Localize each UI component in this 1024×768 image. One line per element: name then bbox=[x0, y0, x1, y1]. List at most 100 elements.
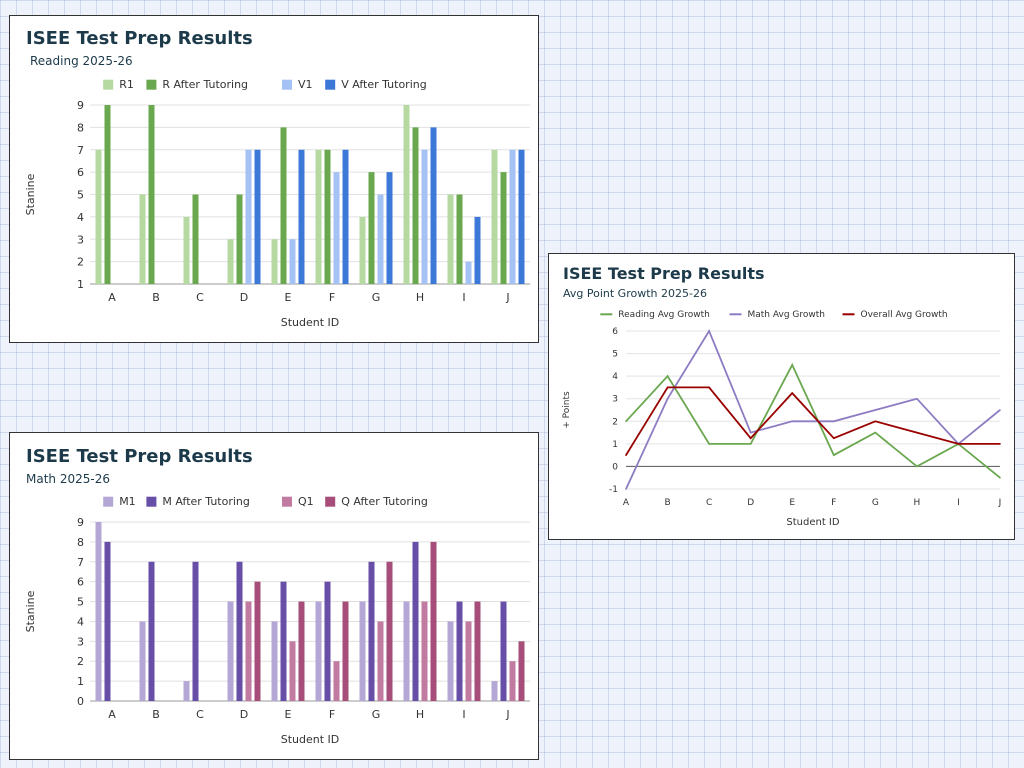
y-tick-label: 9 bbox=[77, 99, 84, 112]
data-point-1-7 bbox=[916, 397, 918, 400]
x-tick-label: B bbox=[152, 708, 160, 721]
y-tick-label: 6 bbox=[77, 576, 84, 589]
data-point-2-1 bbox=[666, 386, 669, 389]
bar-j-series-2 bbox=[509, 149, 516, 284]
data-point-2-4 bbox=[791, 392, 794, 394]
legend-label-0: M1 bbox=[119, 495, 136, 508]
bar-c-series-1 bbox=[192, 561, 199, 701]
series-line-2 bbox=[625, 386, 1000, 456]
data-point-2-5 bbox=[832, 437, 835, 440]
bar-i-series-0 bbox=[447, 194, 454, 284]
legend-swatch-3 bbox=[325, 496, 336, 507]
legend-label-3: V After Tutoring bbox=[341, 78, 427, 91]
x-tick-label: G bbox=[372, 708, 381, 721]
legend-label-2: V1 bbox=[298, 78, 313, 91]
x-tick-label: D bbox=[747, 498, 754, 508]
x-tick-label: D bbox=[240, 291, 248, 304]
legend-swatch-2 bbox=[282, 79, 292, 90]
bar-g-series-0 bbox=[359, 216, 366, 284]
bar-c-series-1 bbox=[192, 194, 199, 284]
bar-d-series-2 bbox=[245, 149, 252, 284]
bar-j-series-0 bbox=[491, 149, 498, 284]
math-chart: 0 1 2 3 4 5 6 7 8 9 A B C D E F G H I J Student ID Stanine M1 M… bbox=[24, 495, 530, 746]
bar-e-series-3 bbox=[298, 601, 305, 701]
reading-chart-card: ISEE Test Prep Results Reading 2025-26 1… bbox=[9, 15, 539, 343]
data-point-0-2 bbox=[708, 443, 710, 445]
y-tick-label: 3 bbox=[77, 635, 84, 648]
series-line-0 bbox=[625, 362, 1001, 479]
y-tick-label: 1 bbox=[77, 675, 84, 688]
bar-d-series-0 bbox=[227, 239, 234, 284]
x-tick-label: J bbox=[998, 498, 1002, 508]
x-tick-label: A bbox=[623, 498, 630, 508]
x-tick-label: B bbox=[152, 291, 160, 304]
reading-chart-subtitle: Reading 2025-26 bbox=[30, 54, 133, 68]
x-tick-label: F bbox=[831, 498, 836, 508]
x-tick-label: I bbox=[462, 708, 465, 721]
bar-h-series-1 bbox=[412, 127, 419, 284]
bar-j-series-1 bbox=[500, 172, 507, 284]
bar-e-series-3 bbox=[298, 149, 305, 284]
legend-swatch-3 bbox=[325, 79, 336, 90]
x-tick-label: D bbox=[240, 708, 248, 721]
bar-b-series-1 bbox=[148, 105, 155, 284]
bar-d-series-1 bbox=[236, 194, 243, 284]
data-point-2-2 bbox=[708, 386, 710, 389]
bar-i-series-1 bbox=[456, 194, 463, 284]
bar-d-series-2 bbox=[245, 601, 252, 701]
y-tick-label: 7 bbox=[77, 556, 84, 569]
y-tick-label: 2 bbox=[77, 655, 84, 668]
bar-j-series-3 bbox=[518, 641, 525, 701]
x-axis-title: Student ID bbox=[281, 733, 340, 746]
bar-i-series-3 bbox=[474, 601, 481, 701]
bar-h-series-1 bbox=[412, 541, 419, 701]
data-point-2-0 bbox=[625, 454, 627, 456]
data-point-0-4 bbox=[791, 364, 794, 366]
bar-h-series-0 bbox=[403, 601, 410, 701]
x-tick-label: I bbox=[957, 498, 960, 508]
bar-f-series-3 bbox=[342, 149, 349, 284]
bar-h-series-3 bbox=[430, 541, 437, 701]
x-tick-label: G bbox=[872, 498, 879, 508]
legend-label-1: Math Avg Growth bbox=[748, 310, 825, 320]
bar-g-series-1 bbox=[368, 561, 375, 701]
x-axis-title: Student ID bbox=[786, 517, 839, 528]
data-point-1-5 bbox=[832, 420, 835, 423]
y-tick-label: 6 bbox=[612, 327, 618, 337]
math-chart-card: ISEE Test Prep Results Math 2025-26 0 1 2 3… bbox=[9, 432, 539, 760]
data-point-0-0 bbox=[625, 420, 627, 423]
bar-d-series-3 bbox=[254, 149, 261, 284]
y-tick-label: 2 bbox=[77, 256, 84, 269]
data-point-0-5 bbox=[832, 454, 835, 456]
legend-swatch-0 bbox=[103, 496, 114, 507]
legend-label-2: Q1 bbox=[298, 495, 314, 508]
y-tick-label: 2 bbox=[612, 417, 618, 427]
bar-i-series-3 bbox=[474, 216, 481, 284]
y-tick-label: 0 bbox=[77, 695, 84, 708]
bar-d-series-1 bbox=[236, 561, 243, 701]
x-axis-title: Student ID bbox=[281, 316, 340, 329]
data-point-1-3 bbox=[749, 431, 752, 434]
y-tick-label: 4 bbox=[77, 211, 84, 224]
bar-b-series-1 bbox=[148, 561, 155, 701]
data-point-1-2 bbox=[708, 330, 710, 332]
bar-j-series-2 bbox=[509, 661, 516, 701]
growth-chart: -1 0 1 2 3 4 5 6 A B C D E F G H I J Student ID + Points Rea… bbox=[562, 310, 1002, 528]
y-tick-label: 0 bbox=[612, 462, 618, 472]
data-point-2-3 bbox=[749, 437, 752, 440]
bar-e-series-2 bbox=[289, 641, 296, 701]
bar-g-series-2 bbox=[377, 621, 384, 701]
bar-a-series-0 bbox=[95, 522, 102, 701]
reading-chart: 1 2 3 4 5 6 7 8 9 A B C D E F G H I J Student ID Stanine R1 R … bbox=[24, 78, 530, 329]
legend-label-3: Q After Tutoring bbox=[341, 495, 428, 508]
growth-chart-title: ISEE Test Prep Results bbox=[563, 264, 765, 283]
bar-b-series-0 bbox=[139, 194, 146, 284]
bar-j-series-3 bbox=[518, 149, 525, 284]
x-tick-label: E bbox=[789, 498, 795, 508]
y-tick-label: 3 bbox=[77, 233, 84, 246]
y-tick-label: 5 bbox=[612, 350, 618, 360]
x-tick-label: E bbox=[285, 291, 292, 304]
x-tick-label: G bbox=[372, 291, 381, 304]
y-tick-label: 4 bbox=[612, 372, 618, 382]
data-point-0-1 bbox=[666, 375, 669, 377]
